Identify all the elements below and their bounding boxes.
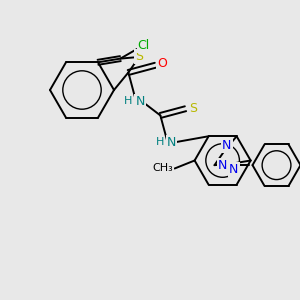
Text: N: N — [135, 95, 145, 108]
Text: H: H — [124, 96, 132, 106]
Text: S: S — [190, 102, 197, 115]
Text: N: N — [222, 139, 232, 152]
Text: N: N — [229, 163, 239, 176]
Text: O: O — [157, 57, 167, 70]
Text: H: H — [155, 137, 164, 148]
Text: N: N — [167, 136, 176, 149]
Text: Cl: Cl — [138, 39, 150, 52]
Text: S: S — [135, 50, 143, 63]
Text: CH₃: CH₃ — [152, 164, 173, 173]
Text: N: N — [218, 159, 227, 172]
